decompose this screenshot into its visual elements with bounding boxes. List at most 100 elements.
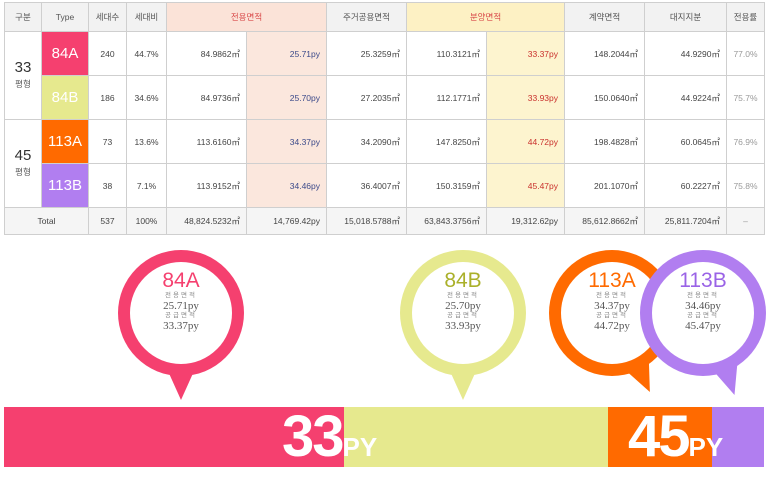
- rate-cell: 75.8%: [726, 163, 765, 208]
- type-badge-84a: 84A: [42, 32, 88, 75]
- type-cell: 84A: [41, 31, 89, 76]
- exclusive-cell: 84.9862㎡: [166, 31, 247, 76]
- land-cell: 44.9224㎡: [644, 75, 727, 120]
- exclusive-py-cell: 25.71py: [246, 31, 327, 76]
- pin-exclusive-value: 25.71py: [163, 300, 199, 312]
- common-cell: 27.2035㎡: [326, 75, 407, 120]
- total-exclusive: 48,824.5232㎡: [166, 207, 247, 235]
- sale-cell: 147.8250㎡: [406, 119, 487, 164]
- pin-113b: 113B 전용면적 34.46py 공급면적 45.47py: [640, 250, 766, 401]
- header-exclusive-rate: 전용률: [726, 2, 765, 32]
- common-cell: 36.4007㎡: [326, 163, 407, 208]
- pin-supply-value: 33.37py: [163, 320, 199, 332]
- table-row: 33 평형 84A 240 44.7% 84.9862㎡ 25.71py 25.3…: [4, 31, 765, 120]
- header-sale-area: 분양면적: [406, 2, 565, 32]
- ratio-cell: 34.6%: [126, 75, 167, 120]
- header-contract-area: 계약면적: [564, 2, 645, 32]
- pin-exclusive-value: 34.37py: [594, 300, 630, 312]
- pin-code: 84B: [444, 269, 482, 292]
- exclusive-cell: 113.9152㎡: [166, 163, 247, 208]
- sale-py-cell: 44.72py: [486, 119, 565, 164]
- pin-exclusive-value: 34.46py: [685, 300, 721, 312]
- contract-cell: 198.4828㎡: [564, 119, 645, 164]
- pin-exclusive-label: 전용면적: [165, 292, 197, 299]
- ratio-cell: 13.6%: [126, 119, 167, 164]
- pin-code: 113B: [679, 269, 727, 292]
- total-sale-py: 19,312.62py: [486, 207, 565, 235]
- contract-cell: 148.2044㎡: [564, 31, 645, 76]
- header-exclusive-area: 전용면적: [166, 2, 327, 32]
- rate-cell: 77.0%: [726, 31, 765, 76]
- exclusive-cell: 113.6160㎡: [166, 119, 247, 164]
- unit-table: 구분 Type 세대수 세대비 전용면적 주거공용면적 분양면적 계약면적 대지…: [4, 2, 765, 235]
- rate-cell: 76.9%: [726, 119, 765, 164]
- sale-py-cell: 33.37py: [486, 31, 565, 76]
- table-row: 84B 186 34.6% 84.9736㎡ 25.70py 27.2035㎡ …: [5, 75, 765, 120]
- bar-segment-84b: [344, 407, 608, 467]
- type-cell: 113A: [41, 119, 89, 164]
- households-cell: 73: [88, 119, 127, 164]
- bar-label-33py: 33PY: [282, 404, 378, 469]
- sale-py-cell: 45.47py: [486, 163, 565, 208]
- pin-supply-label: 공급면적: [596, 312, 628, 319]
- pin-84a: 84A 전용면적 25.71py 공급면적 33.37py: [118, 250, 244, 400]
- common-cell: 34.2090㎡: [326, 119, 407, 164]
- type-cell: 113B: [41, 163, 89, 208]
- total-sale: 63,843.3756㎡: [406, 207, 487, 235]
- household-ratio-bar: [4, 407, 764, 467]
- type-cell: 84B: [41, 75, 89, 120]
- header-land-share: 대지지분: [644, 2, 727, 32]
- sale-cell: 150.3159㎡: [406, 163, 487, 208]
- sale-cell: 112.1771㎡: [406, 75, 487, 120]
- pin-exclusive-value: 25.70py: [445, 300, 481, 312]
- contract-cell: 201.1070㎡: [564, 163, 645, 208]
- total-ratio: 100%: [126, 207, 167, 235]
- pin-supply-value: 44.72py: [594, 320, 630, 332]
- pin-84b: 84B 전용면적 25.70py 공급면적 33.93py: [400, 250, 526, 400]
- group-33: 33 평형: [4, 31, 42, 120]
- land-cell: 60.0645㎡: [644, 119, 727, 164]
- group-45: 45 평형: [4, 119, 42, 208]
- pin-code: 113A: [588, 269, 636, 292]
- header-common-area: 주거공용면적: [326, 2, 407, 32]
- total-contract: 85,612.8662㎡: [564, 207, 645, 235]
- pin-supply-value: 45.47py: [685, 320, 721, 332]
- total-rate: –: [726, 207, 765, 235]
- sale-cell: 110.3121㎡: [406, 31, 487, 76]
- bar-segment-113b: [712, 407, 764, 467]
- sale-py-cell: 33.93py: [486, 75, 565, 120]
- bar-segment-113a: [608, 407, 712, 467]
- pin-exclusive-label: 전용면적: [687, 292, 719, 299]
- pin-supply-value: 33.93py: [445, 320, 481, 332]
- header-division: 구분: [4, 2, 42, 32]
- exclusive-cell: 84.9736㎡: [166, 75, 247, 120]
- pin-supply-label: 공급면적: [165, 312, 197, 319]
- type-badge-84b: 84B: [42, 76, 88, 119]
- pin-exclusive-label: 전용면적: [596, 292, 628, 299]
- pin-supply-label: 공급면적: [687, 312, 719, 319]
- table-header: 구분 Type 세대수 세대비 전용면적 주거공용면적 분양면적 계약면적 대지…: [4, 2, 765, 32]
- total-label: Total: [4, 207, 89, 235]
- exclusive-py-cell: 34.46py: [246, 163, 327, 208]
- header-type: Type: [41, 2, 89, 32]
- total-households: 537: [88, 207, 127, 235]
- households-cell: 38: [88, 163, 127, 208]
- table-row: 45 평형 113A 73 13.6% 113.6160㎡ 34.37py 34.…: [4, 119, 765, 208]
- pin-supply-label: 공급면적: [447, 312, 479, 319]
- type-badge-113b: 113B: [42, 164, 88, 207]
- type-badge-113a: 113A: [42, 120, 88, 163]
- bar-segment-84a: [4, 407, 344, 467]
- rate-cell: 75.7%: [726, 75, 765, 120]
- ratio-cell: 44.7%: [126, 31, 167, 76]
- exclusive-py-cell: 25.70py: [246, 75, 327, 120]
- pin-exclusive-label: 전용면적: [447, 292, 479, 299]
- total-exclusive-py: 14,769.42py: [246, 207, 327, 235]
- households-cell: 240: [88, 31, 127, 76]
- total-row: Total 537 100% 48,824.5232㎡ 14,769.42py …: [4, 207, 765, 235]
- header-ratio: 세대비: [126, 2, 167, 32]
- land-cell: 60.2227㎡: [644, 163, 727, 208]
- header-households: 세대수: [88, 2, 127, 32]
- land-cell: 44.9290㎡: [644, 31, 727, 76]
- common-cell: 25.3259㎡: [326, 31, 407, 76]
- table-row: 113B 38 7.1% 113.9152㎡ 34.46py 36.4007㎡ …: [5, 163, 765, 208]
